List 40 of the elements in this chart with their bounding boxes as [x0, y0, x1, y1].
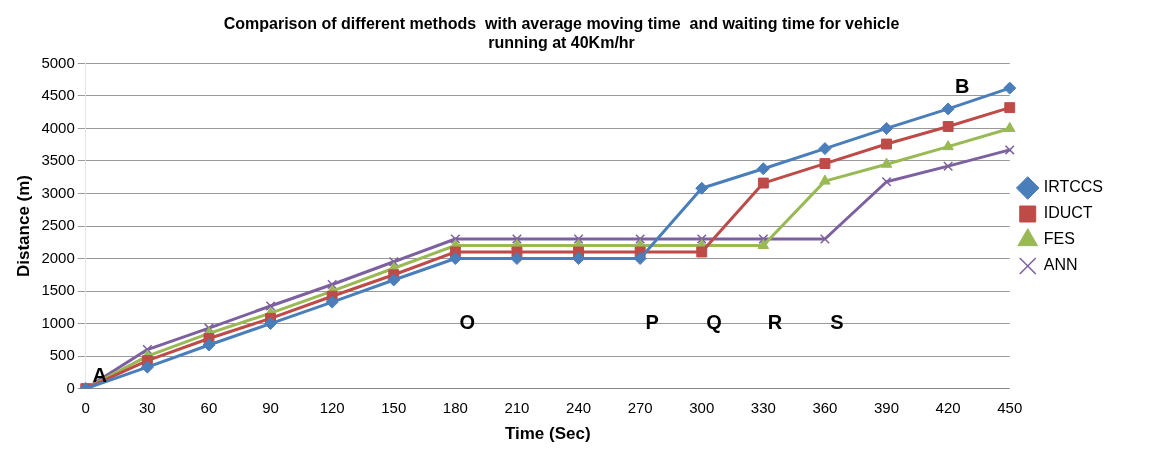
y-tick-label: 1500 — [41, 281, 75, 299]
x-tick-label: 210 — [504, 398, 530, 416]
y-tick-label: 1000 — [41, 313, 75, 331]
chart-title: Comparison of different methods with average moving time and waiting time for vehicle running at 40Km/hr — [223, 15, 900, 52]
x-tick-label: 330 — [750, 398, 776, 416]
legend-label: IRTCCS — [1043, 178, 1103, 196]
x-tick-label: 420 — [935, 398, 961, 416]
x-tick-label: 60 — [200, 398, 218, 416]
x-tick-label: 30 — [139, 398, 156, 416]
legend-label: IDUCT — [1043, 204, 1093, 222]
x-tick-label: 120 — [319, 398, 345, 416]
x-tick-label: 180 — [442, 398, 468, 416]
x-axis-title: Time (Sec) — [504, 424, 591, 444]
x-tick-label: 300 — [689, 398, 715, 416]
x-tick-label: 450 — [997, 398, 1023, 416]
legend-label: ANN — [1043, 256, 1078, 274]
y-axis-title: Distance (m) — [13, 174, 33, 278]
x-tick-label: 90 — [262, 398, 279, 416]
x-tick-label: 360 — [812, 398, 838, 416]
y-tick-label: 0 — [66, 378, 75, 396]
x-tick-label: 390 — [874, 398, 900, 416]
x-tick-label: 240 — [566, 398, 592, 416]
annotation: B — [954, 74, 970, 97]
y-tick-label: 2500 — [41, 216, 75, 234]
annotation: Q — [706, 311, 722, 334]
y-tick-label: 3000 — [41, 183, 75, 201]
annotation: R — [767, 311, 783, 334]
y-tick-label: 2000 — [41, 248, 75, 266]
x-tick-label: 270 — [627, 398, 653, 416]
legend-label: FES — [1043, 230, 1075, 248]
y-tick-label: 3500 — [41, 151, 75, 169]
annotation: O — [459, 311, 476, 334]
y-tick-label: 500 — [49, 346, 75, 364]
y-tick-label: 5000 — [41, 53, 75, 71]
annotation: P — [645, 311, 659, 334]
y-tick-label: 4000 — [41, 118, 75, 136]
x-tick-label: 150 — [381, 398, 407, 416]
y-tick-label: 4500 — [41, 86, 75, 104]
annotation: S — [830, 311, 844, 334]
x-tick-label: 0 — [81, 398, 90, 416]
